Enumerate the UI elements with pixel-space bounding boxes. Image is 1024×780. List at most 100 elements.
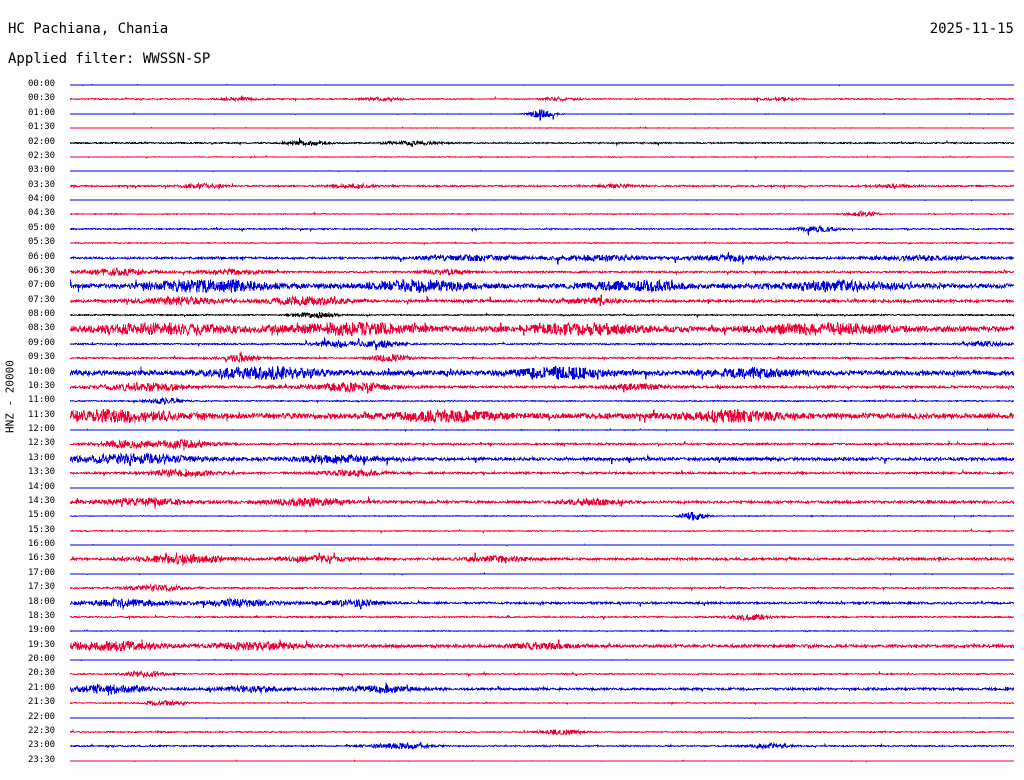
waveform-trace — [70, 222, 1014, 236]
trace-row: 13:30 — [0, 466, 1024, 480]
waveform-trace — [70, 437, 1014, 452]
waveform-trace — [70, 596, 1014, 610]
trace-row: 00:30 — [0, 92, 1024, 106]
trace-row: 04:30 — [0, 207, 1024, 221]
trace-row: 02:30 — [0, 150, 1024, 164]
waveform-trace — [70, 638, 1014, 653]
trace-row: 03:00 — [0, 164, 1024, 178]
waveform-trace — [70, 552, 1014, 567]
waveform-trace — [70, 711, 1014, 725]
time-axis-tick-label: 05:00 — [28, 222, 56, 233]
trace-row: 20:30 — [0, 667, 1024, 681]
trace-row: 17:30 — [0, 581, 1024, 595]
waveform-trace — [70, 279, 1014, 294]
time-axis-tick-label: 13:00 — [28, 452, 56, 463]
trace-row: 01:30 — [0, 121, 1024, 135]
time-axis-tick-label: 19:30 — [28, 639, 56, 650]
trace-row: 09:00 — [0, 337, 1024, 351]
time-axis-tick-label: 13:30 — [28, 467, 56, 478]
trace-row: 08:30 — [0, 322, 1024, 337]
waveform-trace — [70, 164, 1014, 178]
waveform-trace — [70, 136, 1014, 150]
waveform-trace — [70, 739, 1014, 753]
trace-row: 13:00 — [0, 452, 1024, 466]
seismogram-plot-area: 00:00 00:30 01:00 01:30 02:00 02:30 03:00 03:30… — [0, 78, 1024, 768]
waveform-trace — [70, 179, 1014, 193]
waveform-trace — [70, 193, 1014, 207]
trace-row: 22:30 — [0, 725, 1024, 739]
trace-row: 08:00 — [0, 308, 1024, 322]
time-axis-tick-label: 09:30 — [28, 352, 56, 363]
waveform-trace — [70, 78, 1014, 92]
time-axis-tick-label: 12:30 — [28, 438, 56, 449]
trace-row: 15:00 — [0, 509, 1024, 523]
waveform-trace — [70, 754, 1014, 768]
time-axis-tick-label: 23:30 — [28, 754, 56, 765]
trace-row: 21:30 — [0, 696, 1024, 710]
time-axis-tick-label: 07:00 — [28, 280, 56, 291]
trace-row: 00:00 — [0, 78, 1024, 92]
trace-row: 23:30 — [0, 754, 1024, 768]
time-axis-tick-label: 08:30 — [28, 323, 56, 334]
waveform-trace — [70, 452, 1014, 466]
waveform-trace — [70, 509, 1014, 523]
waveform-trace — [70, 92, 1014, 106]
trace-row: 06:30 — [0, 265, 1024, 279]
trace-row: 16:00 — [0, 538, 1024, 552]
trace-row: 11:30 — [0, 408, 1024, 423]
waveform-trace — [70, 308, 1014, 322]
trace-row: 17:00 — [0, 567, 1024, 581]
time-axis-tick-label: 16:30 — [28, 553, 56, 564]
waveform-trace — [70, 121, 1014, 135]
trace-row: 12:00 — [0, 423, 1024, 437]
time-axis-tick-label: 18:30 — [28, 610, 56, 621]
time-axis-tick-label: 12:00 — [28, 424, 56, 434]
time-axis-tick-label: 14:30 — [28, 495, 56, 506]
time-axis-tick-label: 17:30 — [28, 582, 56, 593]
page-title: HC Pachiana, Chania — [8, 21, 169, 37]
trace-row: 10:00 — [0, 365, 1024, 380]
time-axis-tick-label: 03:00 — [28, 165, 56, 176]
time-axis-tick-label: 01:00 — [28, 107, 56, 118]
time-axis-tick-label: 09:00 — [28, 337, 56, 348]
waveform-trace — [70, 624, 1014, 638]
waveform-trace — [70, 567, 1014, 581]
trace-row: 10:30 — [0, 380, 1024, 394]
trace-row: 19:30 — [0, 638, 1024, 653]
trace-row: 05:30 — [0, 236, 1024, 250]
trace-row: 12:30 — [0, 437, 1024, 452]
waveform-trace — [70, 150, 1014, 164]
trace-row: 23:00 — [0, 739, 1024, 753]
waveform-trace — [70, 725, 1014, 739]
trace-row: 18:00 — [0, 596, 1024, 610]
time-axis-tick-label: 20:00 — [28, 654, 56, 664]
time-axis-tick-label: 02:30 — [28, 150, 56, 161]
waveform-trace — [70, 423, 1014, 437]
waveform-trace — [70, 394, 1014, 408]
time-axis-tick-label: 19:00 — [28, 625, 56, 636]
trace-row: 14:00 — [0, 481, 1024, 495]
time-axis-tick-label: 01:30 — [28, 122, 56, 133]
waveform-trace — [70, 251, 1014, 265]
trace-row: 06:00 — [0, 251, 1024, 265]
time-axis-tick-label: 07:30 — [28, 294, 56, 305]
time-axis-tick-label: 04:30 — [28, 208, 56, 219]
waveform-trace — [70, 207, 1014, 221]
time-axis-tick-label: 11:30 — [28, 409, 56, 420]
trace-row: 01:00 — [0, 107, 1024, 121]
time-axis-tick-label: 00:00 — [28, 79, 56, 89]
waveform-trace — [70, 524, 1014, 538]
waveform-trace — [70, 610, 1014, 624]
time-axis-tick-label: 15:30 — [28, 524, 56, 535]
time-axis-tick-label: 03:30 — [28, 179, 56, 190]
waveform-trace — [70, 495, 1014, 509]
time-axis-tick-label: 23:00 — [28, 740, 56, 751]
time-axis-tick-label: 17:00 — [28, 567, 56, 578]
trace-row: 09:30 — [0, 351, 1024, 365]
record-date: 2025-11-15 — [929, 21, 1014, 37]
trace-row: 04:00 — [0, 193, 1024, 207]
waveform-trace — [70, 667, 1014, 681]
time-axis-tick-label: 06:00 — [28, 251, 56, 262]
time-axis-tick-label: 04:00 — [28, 194, 56, 204]
time-axis-tick-label: 22:30 — [28, 725, 56, 736]
